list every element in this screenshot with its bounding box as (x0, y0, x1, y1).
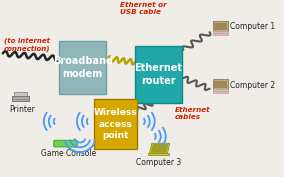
Text: Ethernet
router: Ethernet router (135, 63, 183, 86)
Text: Computer 1: Computer 1 (229, 22, 275, 31)
Bar (214, 23, 227, 30)
Text: Printer: Printer (10, 105, 36, 114)
FancyBboxPatch shape (59, 41, 106, 94)
Bar (213, 31, 228, 33)
Bar (14, 92, 27, 97)
Polygon shape (150, 143, 170, 153)
Bar (213, 21, 228, 31)
Bar (12, 96, 29, 101)
Polygon shape (151, 144, 169, 152)
Text: (to internet
connection): (to internet connection) (4, 37, 51, 52)
Bar (213, 33, 228, 35)
Text: Computer 2: Computer 2 (229, 81, 275, 90)
FancyBboxPatch shape (95, 99, 137, 149)
Bar (214, 81, 227, 88)
Text: Computer 3: Computer 3 (136, 158, 181, 167)
Bar (213, 89, 228, 91)
Bar (213, 91, 228, 93)
Text: Ethernet or
USB cable: Ethernet or USB cable (120, 2, 167, 15)
Bar (213, 79, 228, 90)
Text: Broadband
modem: Broadband modem (53, 56, 113, 79)
Text: Game Console: Game Console (41, 149, 97, 158)
Text: Ethernet
cables: Ethernet cables (175, 107, 211, 120)
FancyBboxPatch shape (54, 140, 77, 147)
FancyBboxPatch shape (135, 46, 182, 103)
Bar (148, 153, 169, 155)
Text: Wireless
access
point: Wireless access point (94, 108, 138, 140)
